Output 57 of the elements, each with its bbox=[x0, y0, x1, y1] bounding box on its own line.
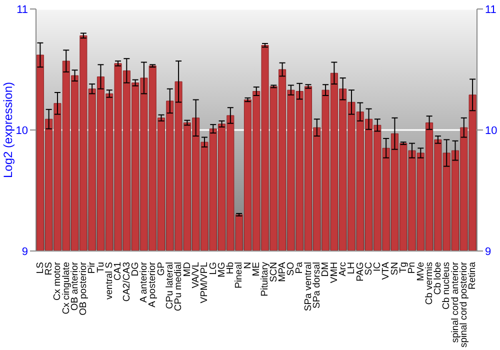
x-tick-label: CPu medial bbox=[173, 262, 184, 312]
x-tick-label: Hb bbox=[225, 262, 236, 274]
x-tick-label: Cb nucleus bbox=[441, 262, 452, 310]
x-tick-label: SN bbox=[389, 262, 400, 276]
x-tick-label: Cb vermis bbox=[424, 262, 435, 305]
x-tick-label: spinal cord anterior bbox=[450, 262, 461, 343]
x-tick-label: Tg bbox=[398, 262, 409, 274]
x-tick-label: N bbox=[242, 262, 254, 269]
x-tick-label: MPA bbox=[276, 261, 288, 282]
x-tick-label: PAG bbox=[354, 262, 366, 282]
x-tick-label: SO bbox=[286, 262, 297, 276]
x-tick-label: Pa bbox=[294, 261, 306, 274]
x-tick-label: CA1 bbox=[112, 262, 124, 280]
x-tick-label: Pir bbox=[86, 262, 98, 274]
x-tick-label: Pituitary bbox=[260, 262, 271, 296]
x-tick-label: Retina bbox=[467, 261, 478, 290]
x-tick-label: VTA bbox=[380, 261, 392, 280]
y2-tick-label: 9 bbox=[485, 246, 492, 258]
x-tick-label: Pineal bbox=[234, 262, 245, 288]
x-tick-label: Cb lobe bbox=[432, 262, 444, 295]
x-tick-label: LS bbox=[34, 262, 46, 274]
x-tick-label: Arc bbox=[337, 262, 348, 276]
x-tick-label: SPa ventral bbox=[302, 262, 314, 312]
x-tick-label: spinal cord posterior bbox=[458, 262, 470, 348]
x-tick-label: A posterior bbox=[147, 262, 158, 308]
x-tick-label: OB posterior bbox=[78, 262, 90, 316]
x-tick-label: Pn bbox=[406, 262, 418, 274]
x-tick-label: SPa dorsal bbox=[312, 262, 323, 308]
x-tick-label: DM bbox=[320, 262, 332, 277]
x-tick-label: VPM/VPL bbox=[199, 262, 210, 304]
x-tick-label: MG bbox=[216, 262, 228, 278]
x-tick-label: IC bbox=[372, 262, 384, 272]
x-tick-label: SC bbox=[363, 262, 374, 276]
x-tick-label: CA2/CA3 bbox=[121, 262, 132, 302]
x-tick-label: DG bbox=[130, 262, 141, 276]
y2-tick-label: 10 bbox=[485, 124, 498, 137]
x-tick-label: ventral S bbox=[104, 262, 115, 300]
x-tick-label: Tu bbox=[95, 262, 106, 273]
x-tick-label: A anterior bbox=[138, 262, 150, 303]
x-tick-label: MVe bbox=[415, 262, 426, 282]
x-tick-label: MD bbox=[182, 262, 193, 277]
y-tick-label: 9 bbox=[22, 246, 28, 258]
y2-tick-label: 11 bbox=[485, 4, 496, 16]
x-tick-label: LG bbox=[208, 262, 219, 275]
x-tick-label: Cx motor bbox=[52, 262, 64, 301]
y-tick-label: 11 bbox=[16, 4, 28, 16]
x-tick-label: LH bbox=[346, 262, 358, 274]
x-tick-label: VA/VL bbox=[190, 262, 202, 288]
x-tick-label: SCN bbox=[268, 262, 280, 282]
y-tick-label: 10 bbox=[16, 124, 28, 137]
x-tick-label: ME bbox=[251, 262, 262, 276]
x-tick-label: Cx cingulate bbox=[60, 262, 72, 314]
x-tick-label: VMH bbox=[328, 262, 340, 284]
x-tick-label: RS bbox=[43, 262, 54, 276]
y-axis-title: Log2 (expression) bbox=[1, 82, 15, 178]
x-tick-label: GP bbox=[156, 262, 167, 276]
x-tick-label: OB anterior bbox=[69, 262, 80, 311]
